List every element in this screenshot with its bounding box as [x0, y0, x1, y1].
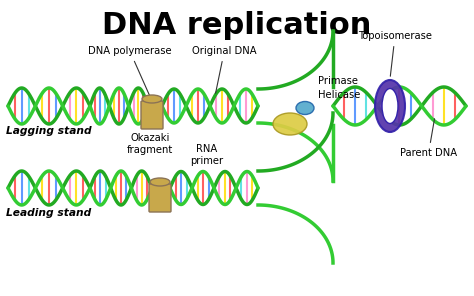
Text: Topoisomerase: Topoisomerase — [358, 31, 432, 76]
Ellipse shape — [150, 178, 170, 186]
Ellipse shape — [273, 113, 307, 135]
Text: Original DNA: Original DNA — [192, 46, 256, 93]
Ellipse shape — [382, 89, 398, 123]
Text: DNA polymerase: DNA polymerase — [88, 46, 172, 99]
Text: Okazaki
fragment: Okazaki fragment — [127, 133, 173, 155]
Ellipse shape — [142, 95, 162, 103]
Text: Leading stand: Leading stand — [6, 208, 91, 218]
FancyBboxPatch shape — [149, 184, 171, 212]
Text: Parent DNA: Parent DNA — [400, 119, 457, 158]
Ellipse shape — [296, 102, 314, 115]
Text: Helicase: Helicase — [318, 90, 360, 100]
Text: DNA replication: DNA replication — [102, 11, 372, 40]
Ellipse shape — [375, 80, 405, 132]
FancyBboxPatch shape — [141, 101, 163, 129]
Text: Lagging stand: Lagging stand — [6, 126, 91, 136]
Text: Primase: Primase — [318, 76, 358, 86]
Text: RNA
primer: RNA primer — [191, 144, 224, 165]
